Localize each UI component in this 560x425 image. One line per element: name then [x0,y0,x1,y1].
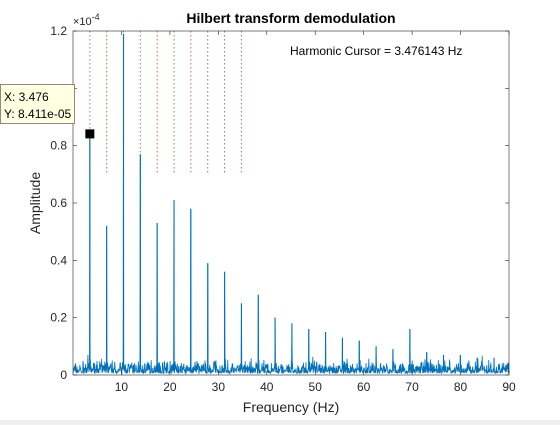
x-tick-label: 90 [502,380,516,394]
chart-title: Hilbert transform demodulation [186,10,395,26]
y-exponent-label: ×10-4 [73,12,100,28]
x-tick-label: 30 [212,380,226,394]
y-tick-label: 0.8 [50,139,67,153]
x-tick-label: 40 [260,380,274,394]
x-tick-label: 70 [405,380,419,394]
datatip-y-text: Y: 8.411e-05 [4,107,71,121]
y-tick-label: 0.6 [50,196,67,210]
datatip-x-text: X: 3.476 [4,90,49,104]
datatip-marker [85,129,95,139]
x-tick-label: 60 [357,380,371,394]
datatip-box [0,84,75,124]
y-exponent-power: -4 [92,12,100,22]
plot-area [73,31,509,375]
y-tick-label: 0.2 [50,311,67,325]
x-tick-label: 10 [115,380,129,394]
x-tick-label: 80 [454,380,468,394]
y-exponent-base: ×10 [73,16,92,28]
y-tick-label: 0 [60,368,67,382]
x-tick-label: 50 [309,380,323,394]
harmonic-cursor-label: Harmonic Cursor = 3.476143 Hz [290,44,462,58]
y-tick-label: 1.2 [50,24,67,38]
spectrum-line [72,33,510,375]
y-axis-label: Amplitude [27,172,43,234]
x-tick-label: 20 [163,380,177,394]
x-axis-label: Frequency (Hz) [243,399,339,415]
y-tick-label: 0.4 [50,253,67,267]
